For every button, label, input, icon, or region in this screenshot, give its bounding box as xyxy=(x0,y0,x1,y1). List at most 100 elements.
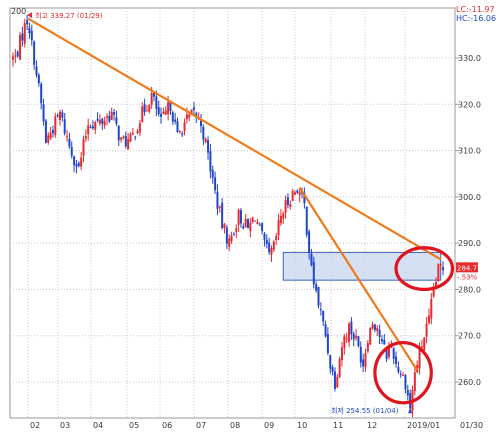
candle-body xyxy=(207,140,210,153)
high-annotation: 최고 339.27 (01/29) xyxy=(35,11,103,20)
candle-body xyxy=(406,389,409,396)
candle-body xyxy=(164,110,167,115)
candle-body xyxy=(392,348,395,359)
highlight-circle xyxy=(394,246,455,292)
candle-body xyxy=(94,122,97,130)
candle-body xyxy=(244,219,247,228)
price-tag xyxy=(456,262,478,273)
candle-body xyxy=(44,120,47,143)
candle-body xyxy=(122,136,125,138)
y-tick-label: 270.0 xyxy=(458,332,481,341)
candle-body xyxy=(270,248,273,255)
candle-body xyxy=(284,200,287,213)
x-tick-label: 12 xyxy=(367,421,377,430)
candle-body xyxy=(40,83,43,104)
candle-body xyxy=(319,309,322,311)
candle-body xyxy=(87,125,90,135)
x-tick-label: 05 xyxy=(129,421,139,430)
candle-body xyxy=(336,376,339,388)
candle-body xyxy=(296,190,299,193)
candle-body xyxy=(115,117,118,124)
candle-body xyxy=(322,310,325,322)
candle-body xyxy=(178,130,181,132)
candle-body xyxy=(331,367,334,372)
candle-body xyxy=(355,335,358,339)
candle-body xyxy=(247,219,249,228)
candle-body xyxy=(350,321,353,334)
candle-body xyxy=(329,355,332,369)
candle-body xyxy=(42,104,45,122)
x-tick-label: 06 xyxy=(162,421,172,430)
candle-body xyxy=(141,106,144,122)
candle-body xyxy=(324,324,327,337)
candle-body xyxy=(242,226,245,229)
candle-body xyxy=(16,51,19,57)
candle-body xyxy=(228,238,231,247)
candle-body xyxy=(209,151,212,172)
candle-body xyxy=(294,192,296,195)
candle-body xyxy=(30,30,33,41)
plot-frame xyxy=(9,7,456,419)
candle-body xyxy=(89,127,92,129)
candle-body xyxy=(376,328,379,331)
candle-body xyxy=(49,132,52,139)
candle-body xyxy=(59,111,61,120)
candle-body xyxy=(157,107,160,115)
candle-body xyxy=(399,374,402,376)
x-tick-label: 11 xyxy=(333,421,343,430)
candle-body xyxy=(134,136,137,138)
x-tick-label: 01/30 xyxy=(460,421,483,430)
candle-body xyxy=(366,343,369,352)
candle-body xyxy=(223,224,226,228)
candle-body xyxy=(383,339,386,345)
candle-body xyxy=(402,374,405,376)
candle-body xyxy=(425,323,428,337)
candle-body xyxy=(192,107,195,110)
candle-body xyxy=(378,329,381,338)
y-tick-label: 330.0 xyxy=(458,54,481,63)
trendline xyxy=(27,17,442,261)
candle-body xyxy=(279,215,282,224)
candle-body xyxy=(235,228,238,232)
x-tick-label: 07 xyxy=(196,421,206,430)
candle-body xyxy=(136,131,139,134)
candle-body xyxy=(56,115,59,117)
candle-body xyxy=(286,197,289,206)
x-tick-label: 2019/01 xyxy=(407,421,440,430)
x-tick-label: 04 xyxy=(93,421,103,430)
candle-body xyxy=(432,288,435,297)
candle-body xyxy=(230,235,233,242)
x-tick-label: 02 xyxy=(30,421,40,430)
candles-group xyxy=(12,14,445,418)
candle-body xyxy=(216,191,219,209)
candle-body xyxy=(84,136,87,139)
candle-body xyxy=(352,333,355,340)
candle-body xyxy=(68,138,71,147)
candle-body xyxy=(315,284,318,291)
candle-body xyxy=(343,336,346,348)
price-tag-change: -.53% xyxy=(457,273,478,281)
candle-body xyxy=(373,324,376,330)
candle-body xyxy=(77,163,80,166)
candle-body xyxy=(249,222,252,231)
candle-body xyxy=(120,137,123,140)
price-tag-value: 284.77 xyxy=(457,264,482,272)
highlight-circle xyxy=(373,341,433,405)
candle-body xyxy=(124,135,127,147)
candle-body xyxy=(28,27,31,34)
candle-body xyxy=(258,224,261,226)
candle-body xyxy=(254,220,257,222)
candle-body xyxy=(108,115,111,122)
candle-body xyxy=(418,348,421,369)
candle-body xyxy=(131,132,134,135)
y-tick-label: 300.0 xyxy=(458,193,481,202)
y-tick-label: 320.0 xyxy=(458,100,481,109)
candle-body xyxy=(261,222,264,232)
candle-body xyxy=(289,204,292,207)
candle-body xyxy=(317,287,320,306)
candle-body xyxy=(380,339,383,341)
candle-body xyxy=(188,114,191,118)
candle-body xyxy=(221,202,224,229)
candle-body xyxy=(251,217,254,223)
